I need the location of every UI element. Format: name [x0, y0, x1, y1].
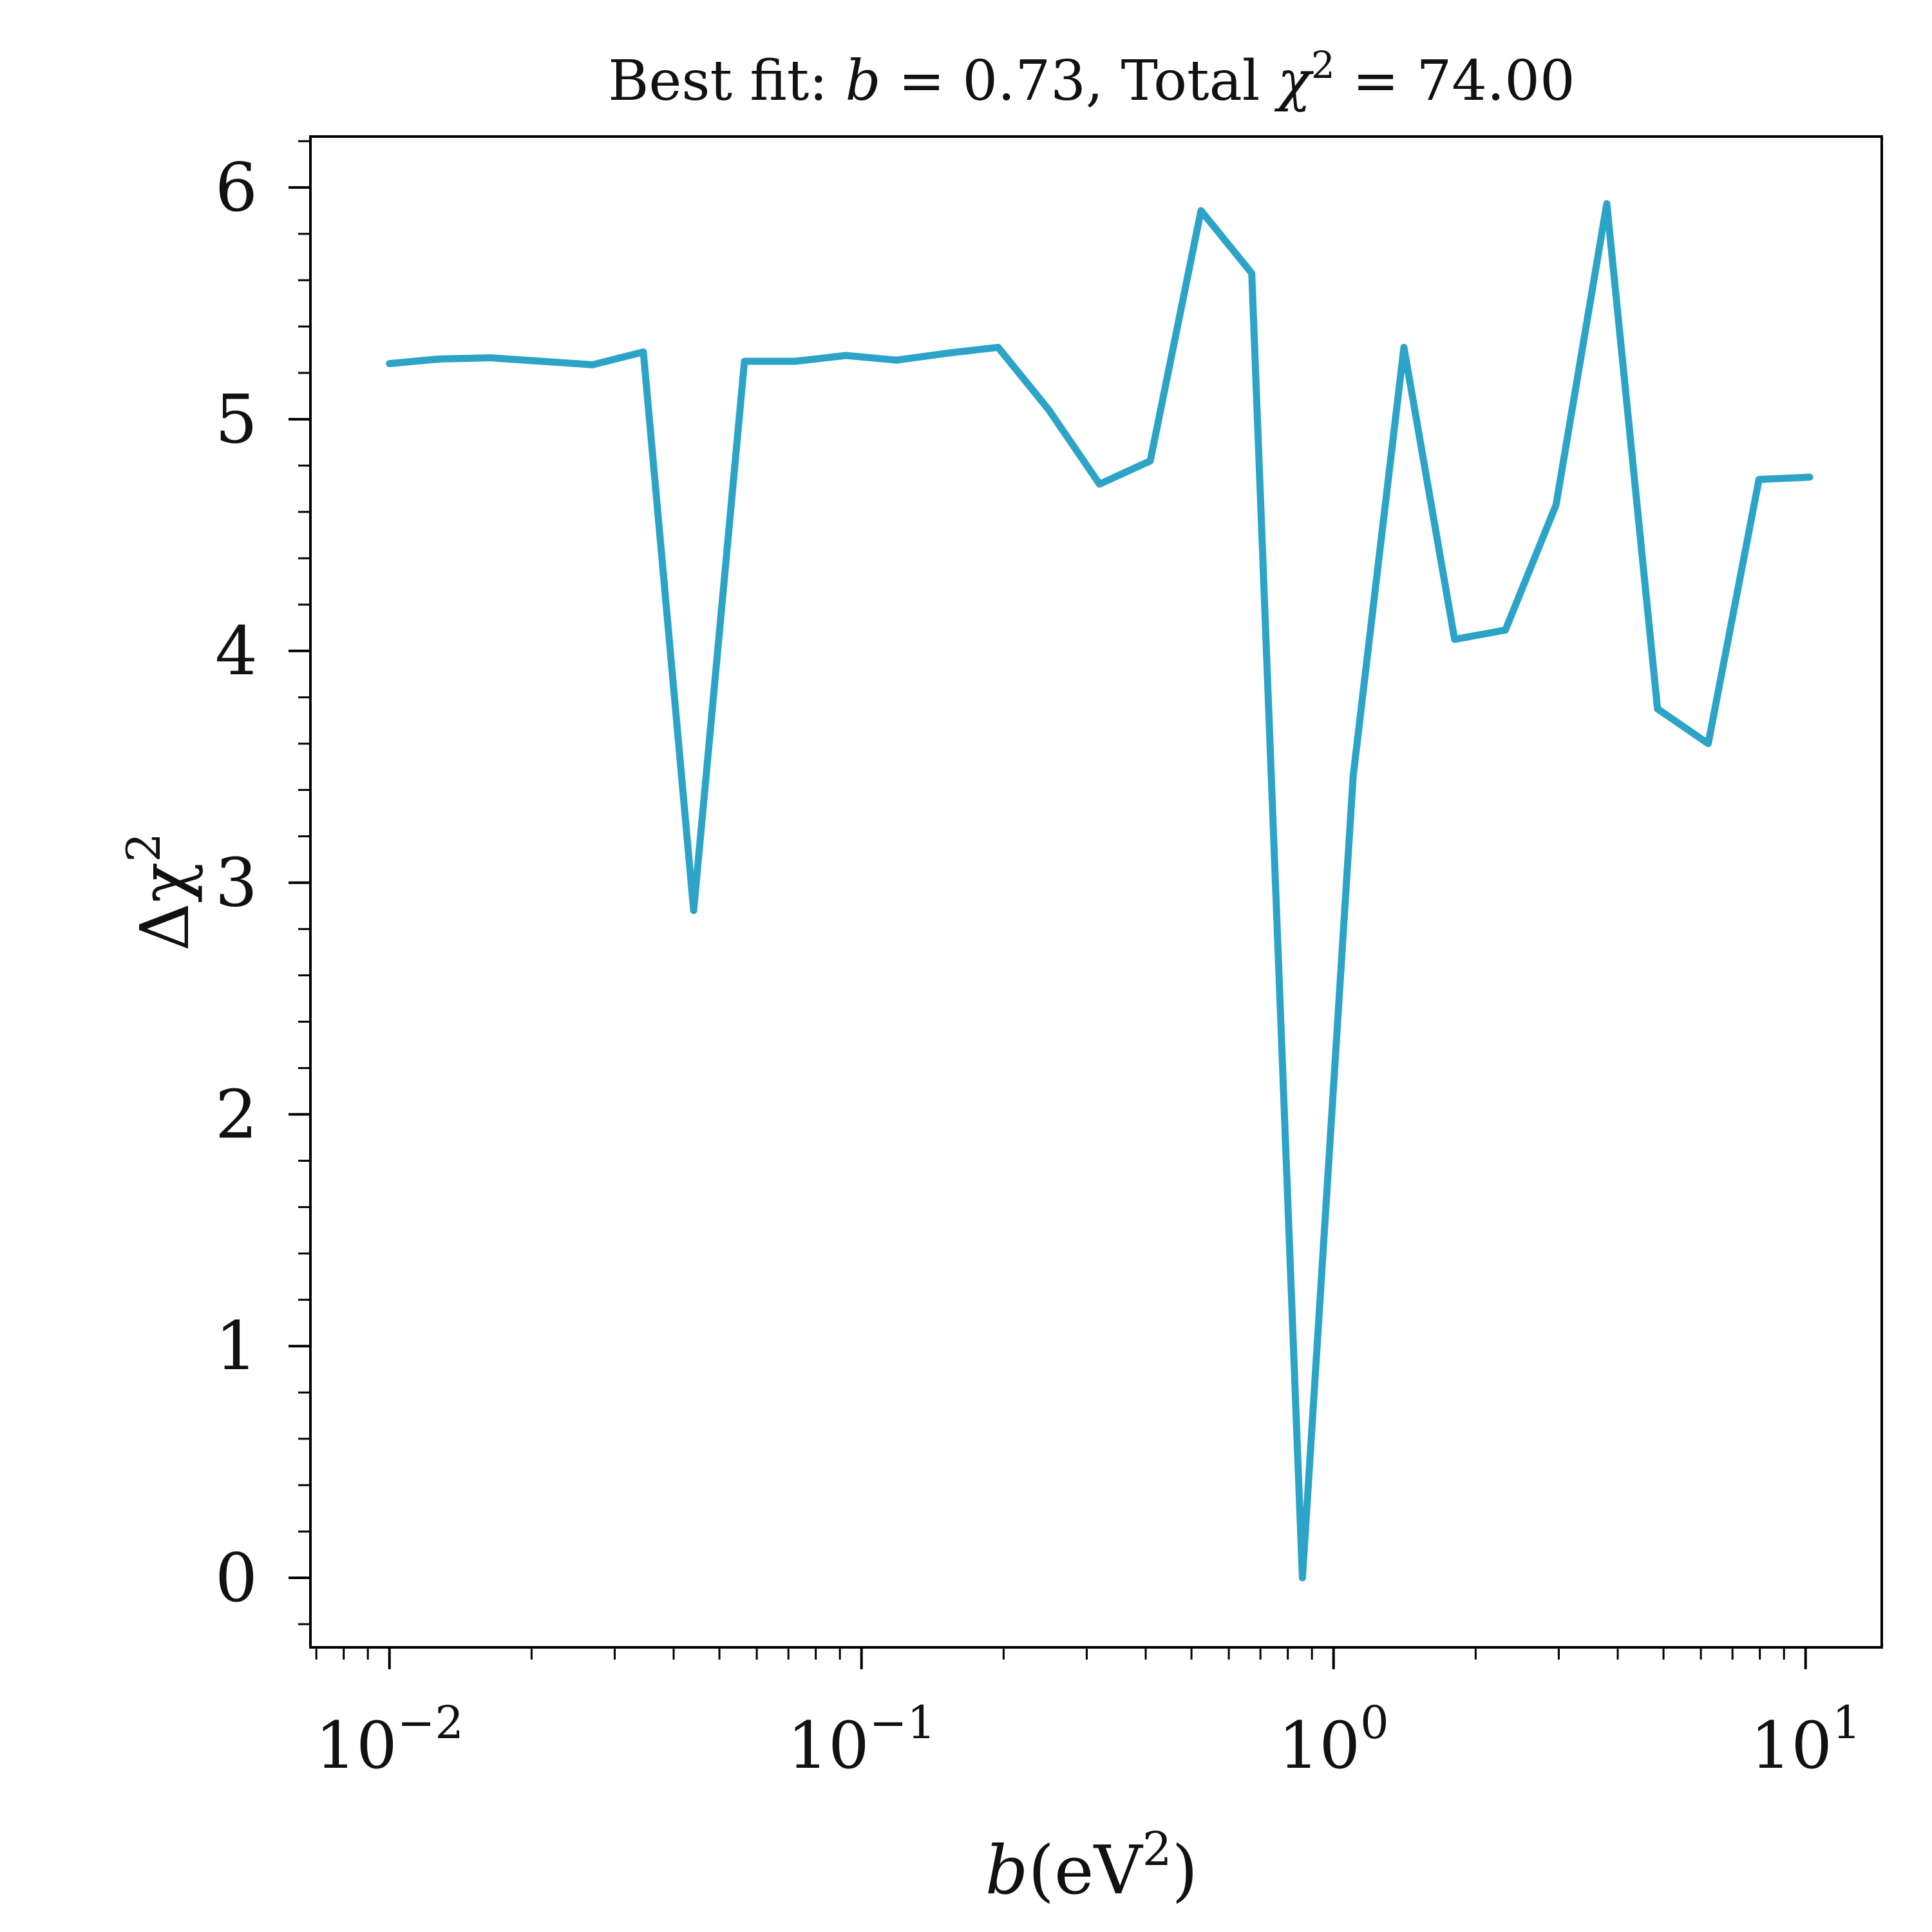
- series-line: [386, 200, 1814, 1582]
- y-tick-label: 4: [215, 612, 258, 690]
- plot-frame: [309, 135, 1883, 1649]
- x-tick-label: 10−1: [788, 1696, 936, 1783]
- y-tick-label: 2: [215, 1075, 258, 1153]
- y-axis-label: Δχ2: [117, 833, 204, 951]
- x-axis: 10−2 10−1 100 101: [316, 1647, 1861, 1783]
- y-axis: 0 1 2 3 4 5 6: [215, 140, 310, 1625]
- chart-title: Best fit: b = 0.73, Total χ2 = 74.00: [608, 43, 1575, 113]
- y-tick-label: 3: [215, 844, 258, 922]
- x-tick-label: 10−2: [316, 1696, 464, 1783]
- y-tick-label: 1: [215, 1307, 258, 1385]
- y-tick-label: 0: [215, 1539, 258, 1617]
- x-axis-label: b(eV2): [985, 1822, 1198, 1909]
- x-tick-label: 100: [1278, 1696, 1389, 1783]
- y-tick-label: 6: [215, 148, 258, 227]
- x-tick-label: 101: [1750, 1696, 1861, 1783]
- y-tick-label: 5: [215, 380, 258, 459]
